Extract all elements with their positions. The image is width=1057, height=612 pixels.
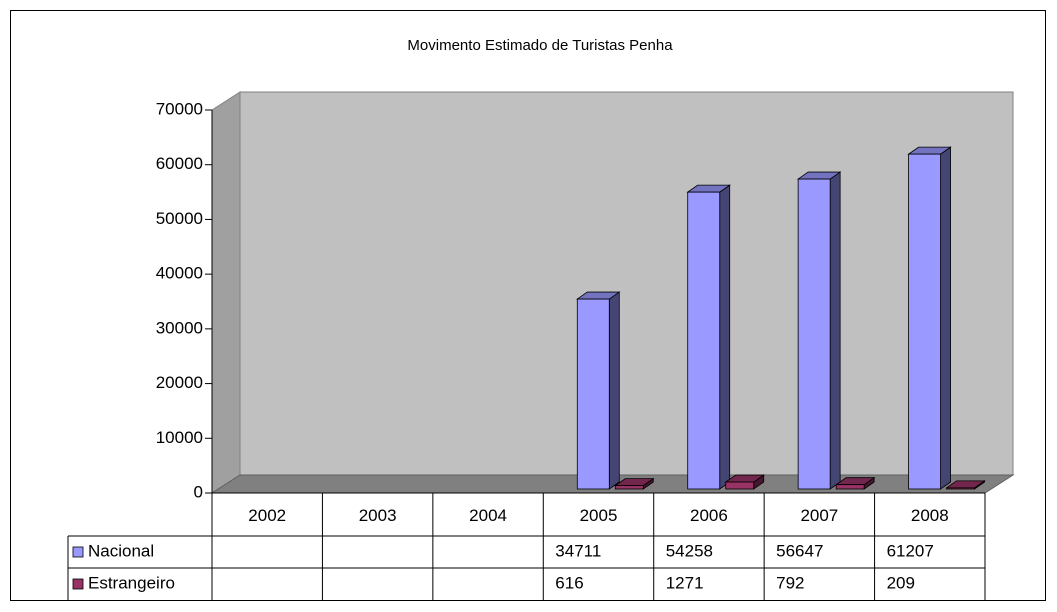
- x-tick-label: 2007: [800, 506, 838, 525]
- bar-front: [614, 485, 644, 490]
- y-tick-label: 60000: [156, 154, 203, 173]
- bar-front: [725, 481, 755, 490]
- x-tick-label: 2008: [911, 506, 949, 525]
- x-tick-label: 2002: [248, 506, 286, 525]
- x-tick-label: 2004: [469, 506, 507, 525]
- data-table-value: 61207: [887, 541, 934, 560]
- x-tick-label: 2003: [359, 506, 397, 525]
- bar-side: [608, 291, 620, 490]
- data-table-value: 616: [555, 573, 583, 592]
- bar: [834, 476, 876, 490]
- bar-front: [576, 298, 610, 490]
- data-table-value: 56647: [776, 541, 823, 560]
- data-table-value: 1271: [666, 573, 704, 592]
- bar-front: [797, 178, 831, 490]
- bar: [724, 474, 765, 490]
- legend-label: Nacional: [88, 541, 154, 560]
- y-tick-label: 30000: [156, 318, 203, 337]
- data-table-value: 792: [776, 573, 804, 592]
- bar-side: [719, 184, 731, 490]
- bar: [614, 477, 655, 490]
- y-tick-label: 50000: [156, 209, 203, 228]
- bar-front: [835, 484, 865, 490]
- y-tick-label: 70000: [156, 99, 203, 118]
- data-table-value: 34711: [555, 541, 601, 560]
- bar-front: [946, 487, 975, 490]
- bar-side: [829, 171, 841, 490]
- data-table-value: 209: [887, 573, 915, 592]
- bar: [686, 184, 731, 490]
- bar-front: [908, 153, 941, 490]
- bar-front: [687, 191, 721, 490]
- legend-swatch: [72, 578, 84, 590]
- bar: [576, 291, 621, 490]
- x-tick-label: 2006: [690, 506, 728, 525]
- chart-title: Movimento Estimado de Turistas Penha: [407, 37, 673, 54]
- y-tick-label: 20000: [156, 373, 203, 392]
- data-table-value: 54258: [666, 541, 713, 560]
- bar-side: [940, 146, 951, 490]
- y-tick-label: 10000: [156, 428, 203, 447]
- bar: [907, 146, 952, 490]
- back-wall: [239, 91, 1014, 476]
- side-wall: [211, 91, 241, 494]
- legend-label: Estrangeiro: [88, 573, 175, 592]
- y-tick-label: 40000: [156, 264, 203, 283]
- x-tick-label: 2005: [580, 506, 618, 525]
- legend-swatch: [72, 546, 84, 558]
- y-tick-label: 0: [194, 482, 203, 501]
- bar: [945, 480, 986, 490]
- bar: [796, 171, 842, 490]
